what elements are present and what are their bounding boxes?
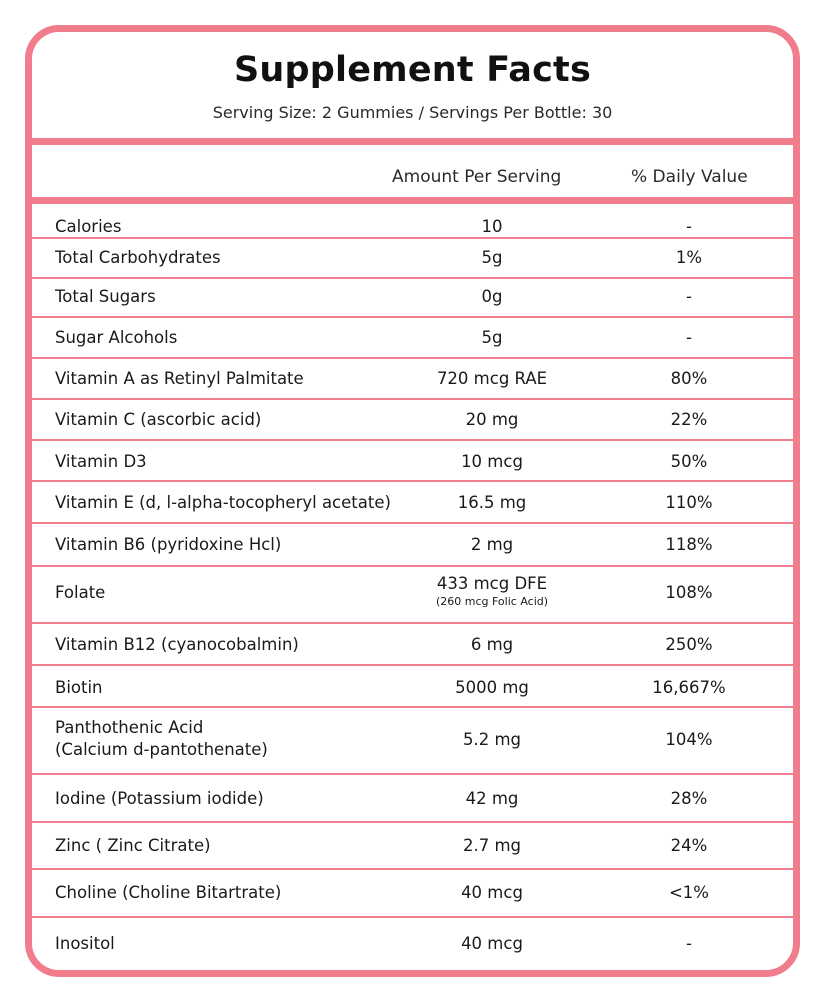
- row-divider: [32, 868, 793, 870]
- nutrient-name: Vitamin C (ascorbic acid): [55, 410, 262, 429]
- nutrient-amount: 0g: [481, 287, 503, 306]
- nutrient-amount: 42 mg: [465, 789, 519, 808]
- nutrient-daily-value: 1%: [675, 248, 703, 267]
- table-row: Choline (Choline Bitartrate) 40 mcg <1%: [32, 870, 793, 918]
- row-divider: [32, 565, 793, 567]
- nutrient-amount: 5000 mg: [455, 678, 529, 697]
- nutrient-amount: 6 mg: [470, 635, 514, 654]
- table-row: Calories 10 -: [32, 204, 793, 244]
- table-row: Zinc ( Zinc Citrate) 2.7 mg 24%: [32, 823, 793, 869]
- nutrient-name: Vitamin B6 (pyridoxine Hcl): [55, 535, 282, 554]
- column-header-amount: Amount Per Serving: [392, 167, 562, 187]
- nutrient-amount: 10 mcg: [461, 452, 523, 471]
- nutrient-amount: 20 mg: [465, 410, 519, 429]
- nutrient-name: Vitamin B12 (cyanocobalmin): [55, 635, 299, 654]
- table-row: Vitamin D3 10 mcg 50%: [32, 441, 793, 481]
- nutrient-amount: 2.7 mg: [462, 836, 522, 855]
- nutrient-daily-value: 250%: [665, 635, 713, 654]
- nutrient-name: Sugar Alcohols: [55, 328, 178, 347]
- nutrient-amount: 433 mcg DFE: [436, 574, 548, 593]
- nutrient-amount-block: 433 mcg DFE (260 mcg Folic Acid): [392, 573, 592, 608]
- nutrient-daily-value: 28%: [670, 789, 708, 808]
- nutrient-daily-value: 22%: [670, 410, 708, 429]
- table-row: Total Carbohydrates 5g 1%: [32, 239, 793, 277]
- column-header-daily-value: % Daily Value: [631, 167, 748, 187]
- nutrient-amount: 2 mg: [470, 535, 514, 554]
- row-divider: [32, 316, 793, 318]
- table-row: Vitamin C (ascorbic acid) 20 mg 22%: [32, 400, 793, 440]
- nutrient-name: Iodine (Potassium iodide): [55, 789, 264, 808]
- nutrient-daily-value: 104%: [665, 730, 713, 749]
- row-divider: [32, 439, 793, 441]
- row-divider: [32, 357, 793, 359]
- nutrient-daily-value: 118%: [665, 535, 713, 554]
- table-row: Biotin 5000 mg 16,667%: [32, 666, 793, 706]
- nutrient-daily-value: 80%: [670, 369, 708, 388]
- header-divider: [32, 138, 793, 145]
- table-row: Vitamin B6 (pyridoxine Hcl) 2 mg 118%: [32, 524, 793, 564]
- nutrient-amount: 16.5 mg: [457, 493, 527, 512]
- row-divider: [32, 821, 793, 823]
- nutrient-amount: 10: [481, 217, 503, 236]
- row-divider: [32, 622, 793, 624]
- nutrient-name: Vitamin A as Retinyl Palmitate: [55, 369, 304, 388]
- column-header-divider: [32, 197, 793, 204]
- table-row: Vitamin B12 (cyanocobalmin) 6 mg 250%: [32, 624, 793, 664]
- row-divider: [32, 398, 793, 400]
- table-row: Vitamin E (d, l-alpha-tocopheryl acetate…: [32, 482, 793, 522]
- row-divider: [32, 480, 793, 482]
- nutrient-name: Total Carbohydrates: [55, 248, 221, 267]
- nutrient-name: Biotin: [55, 678, 103, 697]
- nutrient-amount: 720 mcg RAE: [436, 369, 548, 388]
- nutrient-amount: 5g: [481, 248, 503, 267]
- nutrient-name: Calories: [55, 217, 122, 236]
- nutrient-name: Total Sugars: [55, 287, 156, 306]
- nutrient-amount-note: (260 mcg Folic Acid): [435, 595, 549, 608]
- nutrient-amount: 40 mcg: [461, 883, 523, 902]
- nutrient-amount: 40 mcg: [461, 934, 523, 953]
- nutrient-amount: 5.2 mg: [462, 730, 522, 749]
- nutrient-daily-value: -: [686, 217, 692, 236]
- nutrient-name: Zinc ( Zinc Citrate): [55, 836, 211, 855]
- nutrient-amount: 5g: [481, 328, 503, 347]
- row-divider: [32, 773, 793, 775]
- nutrient-daily-value: 110%: [665, 493, 713, 512]
- table-row: Inositol 40 mcg -: [32, 918, 793, 970]
- panel-header: Supplement Facts Serving Size: 2 Gummies…: [32, 32, 793, 142]
- row-divider: [32, 706, 793, 708]
- table-row: Iodine (Potassium iodide) 42 mg 28%: [32, 775, 793, 823]
- nutrient-name: Vitamin E (d, l-alpha-tocopheryl acetate…: [55, 493, 391, 512]
- table-row: Vitamin A as Retinyl Palmitate 720 mcg R…: [32, 359, 793, 397]
- nutrient-daily-value: 24%: [670, 836, 708, 855]
- nutrient-daily-value: 108%: [665, 583, 713, 602]
- nutrient-daily-value: 50%: [670, 452, 708, 471]
- row-divider: [32, 664, 793, 666]
- nutrient-name: Vitamin D3: [55, 452, 147, 471]
- nutrient-name: Choline (Choline Bitartrate): [55, 883, 282, 902]
- table-row: Total Sugars 0g -: [32, 279, 793, 317]
- nutrient-daily-value: -: [686, 934, 692, 953]
- row-divider: [32, 237, 793, 239]
- nutrient-daily-value: -: [686, 328, 692, 347]
- row-divider: [32, 916, 793, 918]
- supplement-facts-panel: Supplement Facts Serving Size: 2 Gummies…: [25, 25, 800, 977]
- table-row: Panthothenic Acid (Calcium d-pantothenat…: [32, 708, 793, 774]
- nutrient-daily-value: 16,667%: [652, 678, 726, 697]
- nutrient-name-block: Panthothenic Acid (Calcium d-pantothenat…: [55, 717, 268, 761]
- table-row: Folate 433 mcg DFE (260 mcg Folic Acid) …: [32, 567, 793, 623]
- nutrient-name-detail: (Calcium d-pantothenate): [55, 740, 268, 759]
- nutrient-name: Folate: [55, 583, 106, 602]
- serving-info: Serving Size: 2 Gummies / Servings Per B…: [212, 103, 613, 122]
- row-divider: [32, 522, 793, 524]
- nutrient-daily-value: -: [686, 287, 692, 306]
- table-row: Sugar Alcohols 5g -: [32, 318, 793, 356]
- nutrient-daily-value: <1%: [668, 883, 709, 902]
- nutrient-name: Inositol: [55, 934, 115, 953]
- panel-title: Supplement Facts: [234, 50, 591, 90]
- nutrient-name: Panthothenic Acid: [55, 718, 204, 737]
- row-divider: [32, 277, 793, 279]
